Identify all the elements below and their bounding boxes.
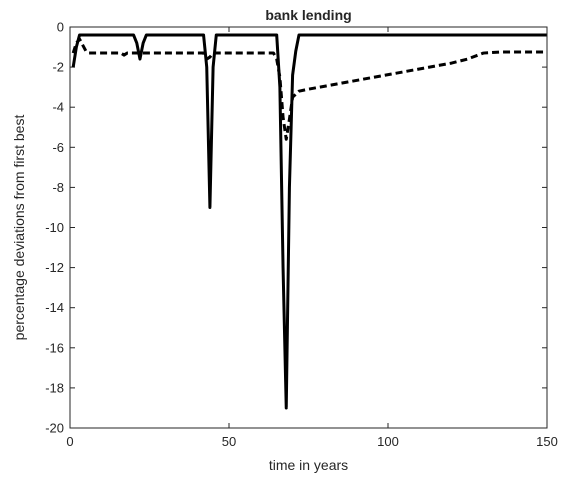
- chart-title: bank lending: [265, 7, 351, 23]
- x-tick-label: 100: [377, 434, 399, 449]
- x-axis-label: time in years: [269, 457, 348, 473]
- y-tick-label: -12: [45, 260, 64, 275]
- y-tick-label: -4: [52, 100, 64, 115]
- y-tick-label: -6: [52, 140, 64, 155]
- y-axis-label: percentage deviations from first best: [11, 115, 27, 341]
- y-tick-label: -10: [45, 220, 64, 235]
- y-tick-label: -16: [45, 340, 64, 355]
- y-tick-label: 0: [57, 20, 64, 35]
- x-tick-label: 150: [536, 434, 558, 449]
- y-tick-label: -8: [52, 180, 64, 195]
- y-tick-label: -2: [52, 60, 64, 75]
- series-line-dashed: [71, 37, 547, 141]
- x-tick-label: 0: [66, 434, 73, 449]
- y-tick-label: -18: [45, 380, 64, 395]
- y-tick-label: -14: [45, 300, 64, 315]
- tick-labels: 0 50 100 150 0 -2 -4 -6 -8 -10 -12 -14 -16 -18 -20: [45, 20, 558, 450]
- plot-background: [70, 27, 547, 428]
- x-tick-label: 50: [222, 434, 236, 449]
- series-line-solid: [71, 33, 547, 410]
- y-tick-label: -20: [45, 421, 64, 436]
- series-group: [71, 33, 547, 410]
- plot-frame: [69, 26, 548, 429]
